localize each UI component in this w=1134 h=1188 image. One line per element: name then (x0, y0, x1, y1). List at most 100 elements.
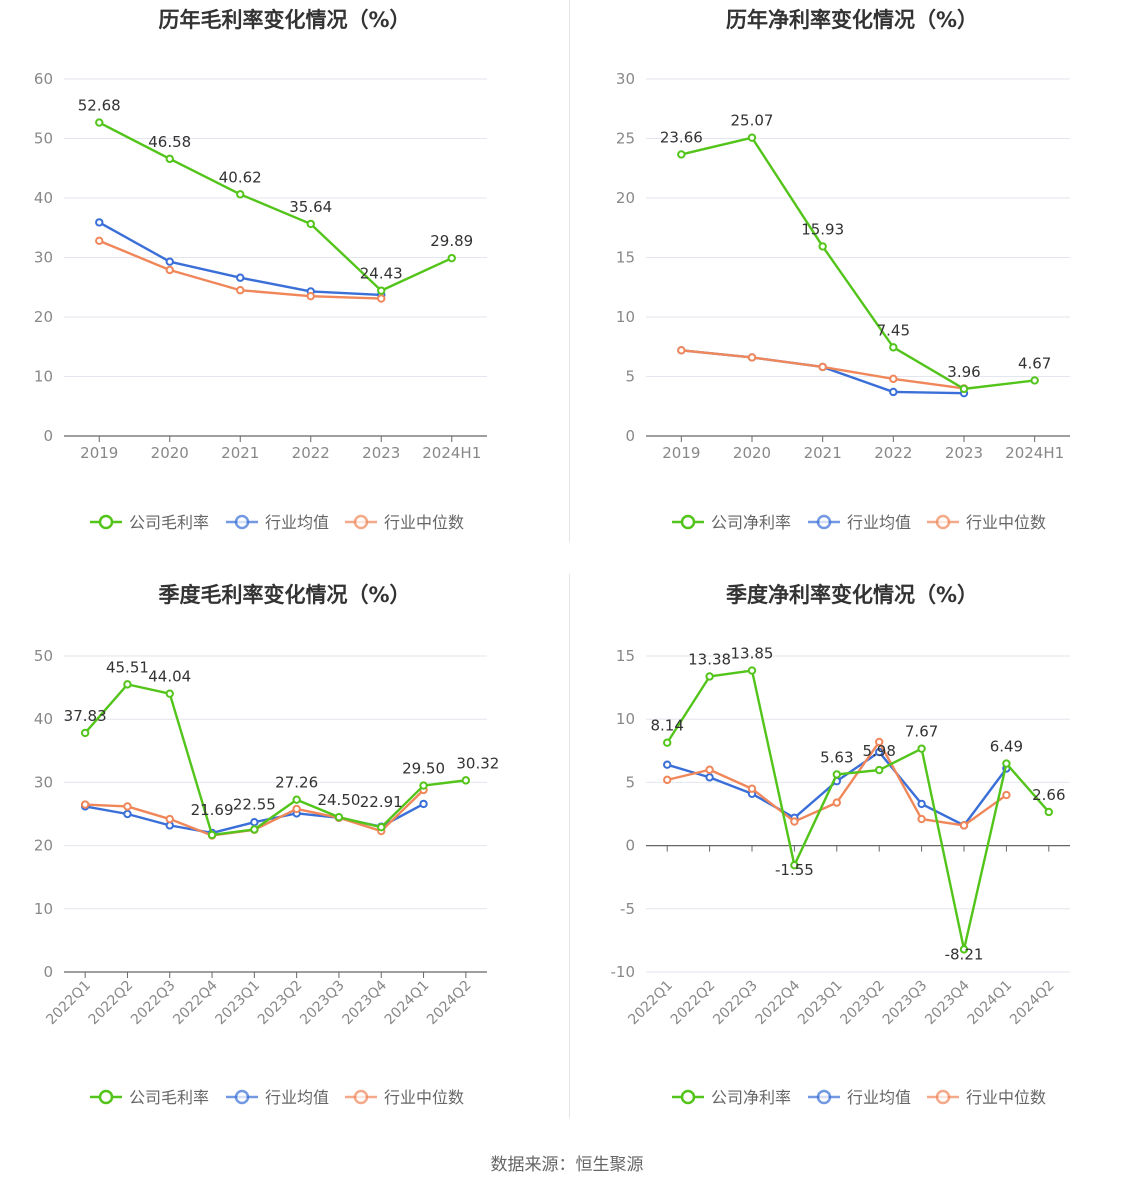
x-tick-label: 2023Q3 (297, 978, 348, 1029)
data-point (663, 775, 672, 785)
x-tick-label: 2023Q2 (255, 978, 306, 1029)
data-point (1002, 759, 1011, 768)
y-tick-label: 20 (616, 189, 635, 207)
legend-marker (680, 514, 696, 530)
chart-svg: 0 5 10 15 20 25 30 2019 2020 2021 2022 2023 2024H1 23… (616, 70, 1070, 532)
x-tick-label: 2023Q1 (795, 978, 846, 1029)
data-point (447, 253, 456, 263)
data-label: 23.66 (660, 128, 703, 146)
data-point (917, 814, 926, 824)
y-tick-label: 0 (43, 427, 53, 445)
data-point (889, 374, 898, 384)
series-line (98, 121, 453, 292)
vertical-divider-top (569, 0, 570, 542)
x-tick-label: 2023 (945, 444, 983, 462)
data-point (747, 133, 757, 142)
data-point (250, 825, 259, 834)
data-point (959, 945, 969, 954)
y-tick-label: 10 (616, 308, 635, 326)
data-point (832, 770, 841, 779)
legend-label: 行业中位数 (966, 1088, 1046, 1107)
data-point (705, 672, 714, 681)
chart-svg: 0 10 20 30 40 50 60 2019 2020 2021 2022 2023 2024H1 5… (34, 70, 487, 532)
chart-title: 季度净利率变化情况（%） (725, 583, 979, 607)
series-line (681, 136, 1035, 391)
data-point (917, 799, 926, 809)
y-tick-label: -5 (620, 900, 635, 918)
data-point (705, 765, 714, 774)
data-point (250, 818, 259, 827)
chart-title: 历年毛利率变化情况（%） (158, 8, 411, 32)
data-point (1044, 807, 1053, 817)
x-tick-label: 2022Q4 (170, 977, 221, 1028)
data-point (959, 384, 969, 394)
y-tick-label: 50 (34, 130, 53, 148)
data-point (419, 799, 428, 809)
data-point (419, 781, 428, 790)
legend-label: 行业均值 (847, 513, 911, 532)
legend-label: 公司净利率 (711, 1088, 791, 1107)
y-tick-label: 30 (616, 70, 635, 88)
y-tick-label: 30 (34, 773, 53, 791)
y-tick-label: 10 (34, 900, 53, 918)
y-tick-label: 20 (34, 837, 53, 855)
data-point (959, 821, 969, 830)
y-tick-label: 5 (625, 368, 635, 386)
data-point (123, 809, 132, 819)
data-label: 29.50 (402, 760, 445, 778)
y-tick-label: 60 (34, 70, 53, 88)
y-tick-label: 15 (616, 647, 635, 665)
x-tick-label: 2024Q2 (1007, 978, 1058, 1029)
y-tick-label: 40 (34, 710, 53, 728)
data-point (875, 747, 884, 757)
data-point (165, 265, 174, 275)
data-label: -1.55 (775, 861, 814, 879)
series-line (666, 669, 1050, 951)
legend-item: 行业均值 (226, 513, 329, 532)
data-point (165, 814, 174, 824)
x-tick-label: 2023Q2 (837, 978, 888, 1029)
x-tick-label: 2019 (662, 444, 700, 462)
data-label: 13.85 (731, 645, 774, 663)
data-point (1030, 376, 1039, 385)
legend-item: 公司净利率 (672, 513, 791, 532)
legend-marker (353, 514, 369, 530)
data-label: 35.64 (289, 198, 332, 216)
data-label: 7.67 (905, 723, 938, 741)
y-tick-label: 20 (34, 308, 53, 326)
x-tick-label: 2022Q3 (128, 978, 179, 1029)
data-label: -8.21 (945, 945, 984, 963)
legend-item: 公司净利率 (672, 1088, 791, 1107)
y-tick-label: 0 (625, 427, 635, 445)
legend-item: 行业均值 (226, 1088, 329, 1107)
data-point (377, 294, 386, 303)
data-point (165, 154, 174, 164)
chart-svg: -10-50510152022Q12022Q22022Q32022Q42023Q… (611, 645, 1070, 1107)
x-tick-label: 2024H1 (1005, 444, 1064, 462)
data-label: 24.43 (360, 265, 403, 283)
y-tick-label: 50 (34, 647, 53, 665)
y-tick-label: 0 (625, 837, 635, 855)
x-tick-label: 2024Q2 (424, 978, 475, 1029)
legend-label: 公司毛利率 (129, 513, 209, 532)
legend-item: 行业均值 (808, 513, 911, 532)
chart-title: 历年净利率变化情况（%） (725, 8, 979, 32)
x-tick-label: 2023Q4 (922, 977, 973, 1028)
data-point (832, 798, 841, 807)
legend-marker (816, 514, 832, 530)
y-tick-label: 5 (625, 773, 635, 791)
data-label: 22.55 (233, 795, 276, 813)
legend-label: 行业均值 (265, 1088, 329, 1107)
legend-marker (816, 1089, 832, 1105)
data-label: 21.69 (191, 801, 234, 819)
data-point (377, 823, 386, 832)
data-label: 44.04 (148, 668, 191, 686)
legend-item: 公司毛利率 (90, 1088, 209, 1107)
legend-marker (680, 1089, 696, 1105)
x-tick-label: 2022 (292, 444, 330, 462)
x-tick-label: 2022Q3 (710, 978, 761, 1029)
legend-marker (98, 514, 114, 530)
legend-label: 行业中位数 (966, 513, 1046, 532)
legend-label: 公司净利率 (711, 513, 791, 532)
data-point (747, 784, 757, 793)
